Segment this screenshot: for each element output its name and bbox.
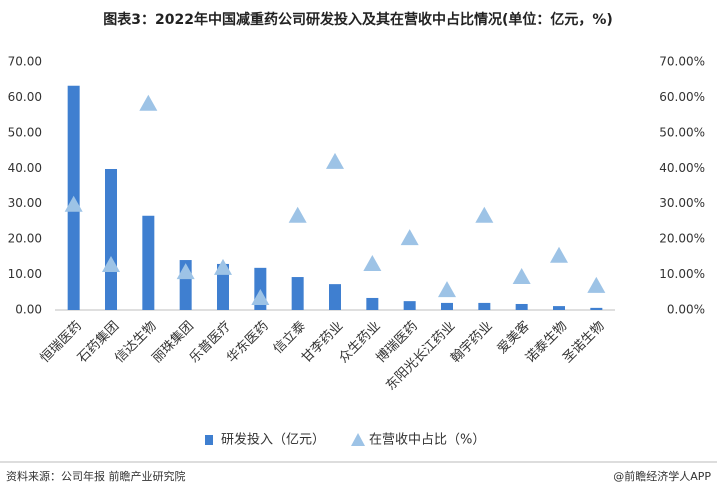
triangle-marker (176, 263, 195, 280)
triangle-marker (363, 254, 382, 271)
triangle-marker (64, 195, 83, 212)
x-tick-label: 华东医药 (224, 319, 271, 366)
triangle-marker (102, 256, 120, 273)
bar (590, 307, 603, 310)
x-tick-label: 翰宇药业 (448, 319, 495, 366)
triangle-marker (475, 206, 494, 223)
bar (105, 168, 117, 310)
y2-tick-label: 30.00% (659, 196, 705, 210)
y2-tick-label: 20.00% (659, 232, 705, 246)
triangle-marker (512, 268, 531, 285)
bar (217, 263, 229, 310)
y-tick-label: 30.00 (8, 196, 42, 210)
y2-tick-label: 40.00% (659, 161, 705, 175)
bar (291, 277, 304, 310)
y-tick-label: 50.00 (8, 125, 42, 139)
y-tick-label: 20.00 (8, 232, 42, 246)
y-tick-label: 10.00 (8, 267, 42, 281)
bar (478, 302, 491, 310)
y-tick-label: 70.00 (8, 55, 42, 69)
chart-title: 图表3：2022年中国减重药公司研发投入及其在营收中占比情况(单位：亿元，%) (103, 11, 613, 28)
bar (254, 267, 267, 310)
bar (142, 215, 155, 310)
triangle-marker (251, 288, 270, 305)
bar (515, 303, 528, 310)
legend-label: 在营收中占比（%） (369, 433, 485, 448)
y-tick-label: 40.00 (8, 161, 42, 175)
y2-tick-label: 10.00% (659, 267, 705, 281)
y2-tick-label: 0.00% (667, 303, 705, 317)
bar (553, 306, 565, 310)
triangle-marker (587, 276, 606, 293)
y-tick-label: 0.00 (15, 303, 42, 317)
legend-swatch (351, 433, 366, 446)
bar (441, 302, 453, 310)
y2-tick-label: 60.00% (659, 90, 705, 104)
triangle-marker (400, 229, 419, 246)
x-tick-label: 圣诺生物 (560, 319, 607, 366)
x-tick-label: 东阳光长江药业 (383, 319, 458, 394)
y2-tick-label: 70.00% (659, 55, 705, 69)
triangle-marker (550, 246, 568, 263)
triangle-marker (214, 258, 232, 275)
legend-swatch (205, 435, 213, 445)
bar (329, 284, 341, 310)
triangle-marker (438, 281, 456, 298)
triangle-marker (326, 152, 344, 169)
bar (366, 297, 379, 310)
bar (403, 301, 416, 310)
legend-label: 研发投入（亿元） (221, 432, 325, 448)
credit: @前瞻经济学人APP (613, 469, 711, 483)
triangle-marker (139, 94, 158, 111)
triangle-marker (288, 206, 307, 223)
y2-tick-label: 50.00% (659, 125, 705, 139)
y-tick-label: 60.00 (8, 90, 42, 104)
source: 资料来源：公司年报 前瞻产业研究院 (6, 469, 186, 483)
